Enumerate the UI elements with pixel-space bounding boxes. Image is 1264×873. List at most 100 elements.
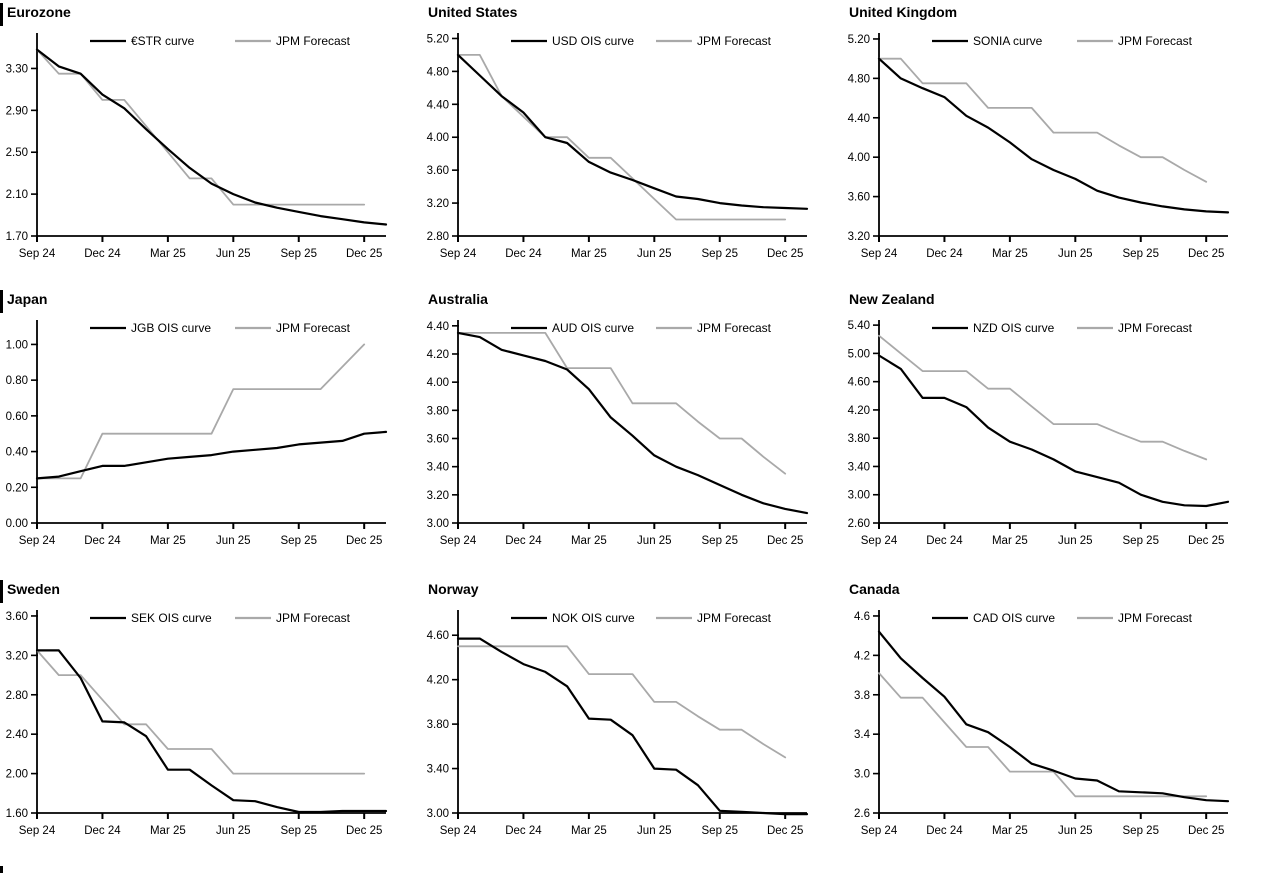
x-tick-label: Dec 24 xyxy=(926,248,963,260)
y-tick-label: 2.80 xyxy=(6,690,28,702)
legend-market-label: CAD OIS curve xyxy=(973,611,1055,625)
x-tick-label: Dec 24 xyxy=(84,248,121,260)
y-tick-label: 3.60 xyxy=(6,611,28,623)
x-tick-label: Dec 25 xyxy=(767,825,803,837)
chart-canvas-norway: 4.60 4.20 3.80 3.40 3.00 Sep 24 Dec 24 Mar 25 Ju… xyxy=(421,601,842,861)
chart-canvas-new-zealand: 5.40 5.00 4.60 4.20 3.80 3.40 3.00 2.60 Sep 24 De… xyxy=(842,311,1263,571)
x-tick-label: Sep 24 xyxy=(440,825,477,837)
y-tick-label: 3.30 xyxy=(6,63,28,75)
y-tick-label: 4.6 xyxy=(854,611,870,623)
chart-title-australia: Australia xyxy=(428,291,488,307)
x-tick-label: Sep 24 xyxy=(19,535,56,547)
x-tick-label: Sep 25 xyxy=(702,825,738,837)
section-bar xyxy=(0,3,3,26)
y-tick-label: 3.00 xyxy=(848,490,870,502)
legend-forecast-label: JPM Forecast xyxy=(1118,611,1193,625)
x-tick-label: Sep 24 xyxy=(19,825,56,837)
chart-cell-new-zealand: New Zealand 5.40 5.00 4.60 4.20 3.80 3.40 3.00… xyxy=(842,287,1264,577)
x-tick-label: Mar 25 xyxy=(150,825,186,837)
x-tick-label: Dec 25 xyxy=(1188,535,1224,547)
y-tick-label: 0.00 xyxy=(6,518,28,530)
x-tick-label: Dec 24 xyxy=(505,248,542,260)
chart-cell-norway: Norway 4.60 4.20 3.80 3.40 3.00 Sep 24 Dec 24 M… xyxy=(421,577,842,873)
x-tick-label: Sep 24 xyxy=(861,535,898,547)
y-tick-label: 2.90 xyxy=(6,105,28,117)
section-bar xyxy=(0,580,3,603)
y-tick-label: 3.20 xyxy=(427,490,449,502)
legend-forecast-label: JPM Forecast xyxy=(276,321,351,335)
legend-forecast-label: JPM Forecast xyxy=(1118,34,1193,48)
y-tick-label: 3.4 xyxy=(854,729,871,741)
y-tick-label: 2.40 xyxy=(6,729,28,741)
y-tick-label: 3.40 xyxy=(848,461,870,473)
y-tick-label: 2.50 xyxy=(6,147,28,159)
chart-svg-australia: 4.40 4.20 4.00 3.80 3.60 3.40 3.20 3.00 Sep 24 De… xyxy=(427,320,809,547)
section-bar-partial xyxy=(0,866,3,873)
y-tick-label: 5.00 xyxy=(848,348,870,360)
x-tick-label: Jun 25 xyxy=(637,535,672,547)
chart-cell-eurozone: Eurozone 3.30 2.90 2.50 2.10 1.70 Sep 24 Dec 2… xyxy=(0,0,421,287)
x-tick-label: Sep 25 xyxy=(1123,248,1159,260)
y-tick-label: 3.40 xyxy=(427,764,449,776)
legend-market-label: SONIA curve xyxy=(973,34,1043,48)
x-tick-label: Dec 24 xyxy=(84,535,121,547)
section-bar xyxy=(0,290,3,313)
eurozone-forecast-line xyxy=(36,48,366,206)
japan-forecast-line xyxy=(36,343,366,480)
chart-title-canada: Canada xyxy=(849,581,900,597)
x-tick-label: Sep 24 xyxy=(19,248,56,260)
y-tick-label: 3.60 xyxy=(427,433,449,445)
united-states-forecast-line xyxy=(457,53,787,221)
legend-market-label: USD OIS curve xyxy=(552,34,634,48)
x-tick-label: Dec 25 xyxy=(767,535,803,547)
y-tick-label: 1.60 xyxy=(6,808,28,820)
x-tick-label: Sep 25 xyxy=(1123,535,1159,547)
legend-forecast-label: JPM Forecast xyxy=(276,34,351,48)
y-tick-label: 0.40 xyxy=(6,447,28,459)
chart-canvas-united-kingdom: 5.20 4.80 4.40 4.00 3.60 3.20 Sep 24 Dec 24 Mar … xyxy=(842,24,1263,284)
chart-title-eurozone: Eurozone xyxy=(7,4,71,20)
x-tick-label: Dec 25 xyxy=(1188,825,1224,837)
y-tick-label: 0.20 xyxy=(6,482,28,494)
y-tick-label: 3.20 xyxy=(848,231,870,243)
x-tick-label: Dec 24 xyxy=(926,825,963,837)
chart-canvas-united-states: 5.20 4.80 4.40 4.00 3.60 3.20 2.80 Sep 24 Dec 24… xyxy=(421,24,842,284)
y-tick-label: 3.00 xyxy=(427,518,449,530)
legend-market-label: SEK OIS curve xyxy=(131,611,212,625)
chart-title-united-kingdom: United Kingdom xyxy=(849,4,958,20)
y-tick-label: 3.80 xyxy=(427,405,449,417)
y-tick-label: 4.00 xyxy=(427,132,449,144)
y-tick-label: 4.00 xyxy=(848,152,870,164)
y-tick-label: 4.40 xyxy=(427,321,449,333)
y-tick-label: 1.00 xyxy=(6,339,28,351)
x-tick-label: Dec 24 xyxy=(84,825,121,837)
legend-forecast-label: JPM Forecast xyxy=(1118,321,1193,335)
y-tick-label: 0.80 xyxy=(6,375,28,387)
chart-title-new-zealand: New Zealand xyxy=(849,291,935,307)
x-tick-label: Dec 25 xyxy=(346,825,382,837)
x-tick-label: Jun 25 xyxy=(216,248,251,260)
chart-canvas-eurozone: 3.30 2.90 2.50 2.10 1.70 Sep 24 Dec 24 Mar 25 Ju… xyxy=(0,24,421,284)
chart-title-sweden: Sweden xyxy=(7,581,60,597)
chart-cell-canada: Canada 4.6 4.2 3.8 3.4 3.0 2.6 Sep 24 Dec 24 Mar… xyxy=(842,577,1264,873)
australia-forecast-line xyxy=(457,331,787,475)
legend-forecast-label: JPM Forecast xyxy=(697,321,772,335)
new-zealand-forecast-line xyxy=(878,334,1208,461)
chart-svg-eurozone: 3.30 2.90 2.50 2.10 1.70 Sep 24 Dec 24 Mar 25 Ju… xyxy=(6,33,388,260)
x-tick-label: Dec 24 xyxy=(505,825,542,837)
chart-svg-norway: 4.60 4.20 3.80 3.40 3.00 Sep 24 Dec 24 Mar 25 Ju… xyxy=(427,610,809,837)
y-tick-label: 5.20 xyxy=(427,33,449,45)
x-tick-label: Sep 24 xyxy=(440,248,477,260)
x-tick-label: Mar 25 xyxy=(992,248,1028,260)
x-tick-label: Dec 25 xyxy=(346,535,382,547)
x-tick-label: Dec 24 xyxy=(505,535,542,547)
legend-market-label: NZD OIS curve xyxy=(973,321,1055,335)
chart-canvas-japan: 1.00 0.80 0.60 0.40 0.20 0.00 Sep 24 Dec 24 Mar … xyxy=(0,311,421,571)
y-tick-label: 2.6 xyxy=(854,808,870,820)
y-tick-label: 4.20 xyxy=(427,349,449,361)
x-tick-label: Jun 25 xyxy=(1058,248,1093,260)
y-tick-label: 2.10 xyxy=(6,189,28,201)
eurozone-market-line xyxy=(35,48,388,226)
legend-forecast-label: JPM Forecast xyxy=(697,611,772,625)
